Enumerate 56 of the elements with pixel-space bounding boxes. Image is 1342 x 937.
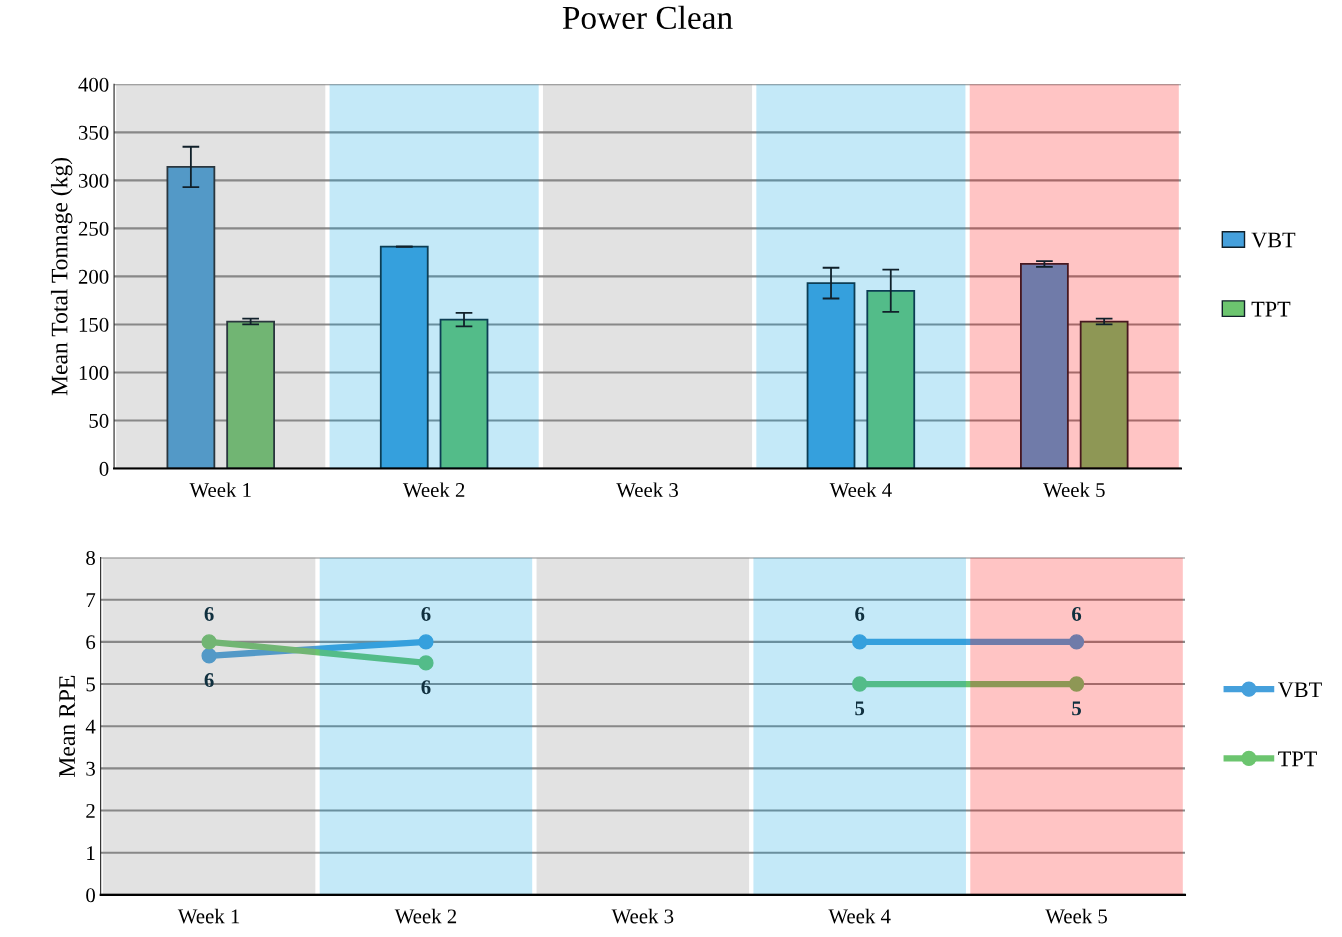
point (201, 634, 217, 650)
data-label: 6 (855, 606, 865, 621)
point (1068, 634, 1085, 650)
bar (1079, 320, 1129, 469)
data-label: 6 (1072, 606, 1082, 621)
legend-label: VBT (1278, 682, 1322, 698)
y-tick-label: 6 (86, 635, 96, 650)
data-label: 5 (1072, 701, 1081, 716)
point (1068, 676, 1085, 692)
y-tick-label: 400 (78, 77, 109, 92)
bar (379, 245, 429, 469)
y-tick-label: 300 (78, 173, 109, 188)
data-label: 6 (204, 673, 214, 688)
bar (439, 318, 489, 469)
point (201, 648, 217, 664)
y-tick-label: 0 (99, 461, 109, 476)
y-tick-label: 7 (86, 593, 96, 607)
data-label: 5 (855, 701, 865, 716)
y-tick-label: 8 (86, 550, 95, 565)
y-tick-label: 5 (86, 677, 95, 692)
y-tick-label: 2 (86, 803, 95, 818)
legend-label: VBT (1251, 232, 1296, 248)
x-tick-label: Week 1 (177, 908, 240, 924)
y-tick-label: 4 (85, 719, 96, 734)
point (418, 655, 434, 671)
y-tick-label: 100 (79, 365, 109, 380)
y-axis-title: Mean Total Tonnage (kg) (50, 157, 73, 396)
y-tick-label: 3 (86, 761, 95, 776)
bar (226, 320, 276, 469)
y-axis-title: Mean RPE (59, 675, 76, 777)
x-tick-label: Week 2 (402, 482, 465, 498)
x-tick-label: Week 5 (1043, 482, 1105, 498)
y-tick-label: 50 (89, 413, 109, 428)
bar (1020, 263, 1069, 469)
y-tick-label: 200 (78, 269, 109, 284)
x-tick-label: Week 4 (829, 482, 892, 498)
x-tick-label: Week 4 (828, 908, 891, 924)
legend-label: TPT (1278, 751, 1317, 767)
x-tick-label: Week 3 (616, 482, 678, 498)
x-tick-label: Week 3 (611, 908, 674, 924)
y-tick-label: 250 (78, 221, 109, 236)
legend-label: TPT (1251, 301, 1291, 317)
data-label: 6 (421, 680, 431, 695)
y-tick-label: 350 (78, 125, 109, 140)
y-tick-label: 1 (87, 846, 95, 860)
data-label: 6 (204, 606, 214, 621)
x-tick-label: Week 1 (189, 482, 251, 498)
chart-title: Power Clean (562, 5, 733, 30)
x-tick-label: Week 2 (394, 908, 457, 924)
x-tick-label: Week 5 (1045, 908, 1107, 924)
y-tick-label: 0 (86, 888, 95, 903)
y-tick-label: 150 (79, 317, 109, 332)
point (852, 634, 868, 650)
point (852, 676, 868, 692)
data-label: 6 (421, 606, 431, 621)
point (418, 634, 434, 650)
